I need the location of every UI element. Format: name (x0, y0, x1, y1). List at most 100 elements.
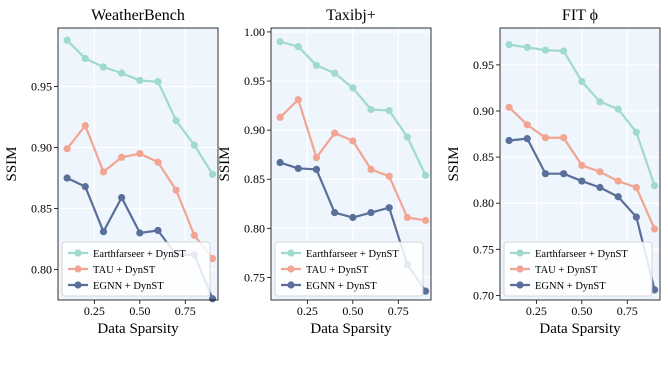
data-point (385, 204, 393, 212)
data-point (421, 287, 430, 295)
x-tick-label: 0.25 (297, 304, 318, 318)
y-tick-label: 0.90 (31, 141, 52, 155)
x-tick-label: 0.75 (175, 304, 196, 318)
legend-label: TAU + DynST (535, 265, 598, 276)
legend-label: TAU + DynST (306, 265, 369, 276)
data-point (505, 103, 513, 111)
x-axis-label: Data Sparsity (539, 321, 621, 337)
data-point (190, 231, 198, 239)
data-point (596, 168, 604, 176)
data-point (63, 36, 71, 44)
data-point (523, 135, 531, 143)
legend-label: EGNN + DynST (93, 281, 164, 292)
data-point (172, 186, 180, 194)
data-point (331, 69, 339, 77)
data-point (136, 150, 144, 158)
data-point (614, 105, 622, 113)
panel-2: 0.25 0.50 0.75 0.75 0.80 0.85 0.90 0.95 1.00 Taxi… (217, 7, 432, 337)
legend-swatch-marker (74, 249, 82, 257)
y-tick-label: 1.00 (244, 25, 265, 39)
x-tick-label: 0.75 (388, 304, 409, 318)
data-point (63, 174, 71, 182)
y-tick-label: 0.80 (473, 196, 494, 210)
data-point (632, 128, 640, 136)
data-point (118, 153, 126, 161)
data-point (560, 134, 568, 142)
data-point (208, 295, 217, 303)
legend-label: EGNN + DynST (535, 281, 606, 292)
legend: Earthfarseer + DynST TAU + DynST EGNN + Dy… (61, 241, 211, 297)
legend-swatch-marker (287, 265, 295, 273)
x-axis-label: Data Sparsity (310, 321, 392, 337)
legend-label: Earthfarseer + DynST (93, 249, 186, 260)
legend-swatch-marker (516, 249, 524, 257)
data-point (312, 61, 321, 69)
x-axis-label: Data Sparsity (97, 321, 179, 337)
data-point (276, 158, 284, 167)
y-tick-label: 0.80 (31, 263, 52, 277)
data-point (421, 216, 430, 225)
legend-label: Earthfarseer + DynST (535, 249, 628, 260)
legend-box (274, 241, 424, 297)
y-tick-label: 0.95 (31, 80, 52, 94)
panel-3: 0.25 0.50 0.75 0.70 0.75 0.80 0.85 0.90 0.95 FIT … (446, 7, 661, 337)
data-point (81, 121, 89, 130)
y-tick-label: 0.85 (31, 202, 52, 216)
y-tick-label: 0.75 (473, 242, 494, 256)
y-axis-label: SSIM (4, 146, 20, 181)
data-point (154, 78, 162, 86)
data-point (349, 137, 357, 145)
x-tick-label: 0.25 (526, 304, 547, 318)
y-axis-label: SSIM (446, 146, 462, 181)
data-point (118, 193, 126, 202)
data-point (505, 40, 513, 49)
data-point (650, 225, 659, 233)
data-point (614, 177, 622, 185)
y-tick-label: 0.90 (244, 123, 265, 137)
legend-swatch-marker (287, 281, 295, 289)
axes-frame (499, 27, 661, 301)
data-point (63, 145, 71, 153)
y-tick-label: 0.70 (473, 288, 494, 302)
legend-label: TAU + DynST (93, 265, 156, 276)
data-point (596, 98, 604, 106)
data-point (276, 113, 284, 121)
data-point (99, 168, 108, 176)
legend: Earthfarseer + DynST TAU + DynST EGNN + Dy… (274, 241, 424, 297)
data-point (421, 171, 430, 179)
legend-label: Earthfarseer + DynST (306, 249, 399, 260)
data-point (312, 165, 321, 174)
data-point (208, 254, 217, 263)
y-tick-label: 0.95 (473, 58, 494, 72)
data-point (99, 63, 108, 71)
data-point (294, 43, 302, 51)
x-tick-label: 0.50 (571, 304, 592, 318)
chart-title: WeatherBench (91, 7, 185, 24)
data-point (367, 165, 375, 174)
x-tick-label: 0.75 (617, 304, 638, 318)
data-point (136, 76, 144, 85)
x-tick-label: 0.25 (84, 304, 105, 318)
data-point (367, 209, 375, 217)
data-point (99, 228, 108, 236)
axes-frame (57, 27, 219, 301)
data-point (136, 229, 144, 237)
data-point (81, 54, 89, 63)
data-point (367, 105, 375, 114)
legend-box (503, 241, 653, 297)
legend-swatch-marker (74, 281, 82, 289)
data-point (294, 96, 302, 104)
data-point (650, 286, 659, 294)
data-point (331, 129, 339, 137)
data-point (385, 106, 393, 115)
y-tick-label: 0.75 (244, 270, 265, 284)
data-point (596, 183, 604, 192)
legend-swatch-marker (287, 249, 295, 257)
chart-title: FIT ϕ (562, 7, 598, 24)
data-point (614, 193, 622, 201)
data-point (560, 47, 568, 55)
data-point (578, 161, 586, 169)
data-point (541, 134, 550, 142)
